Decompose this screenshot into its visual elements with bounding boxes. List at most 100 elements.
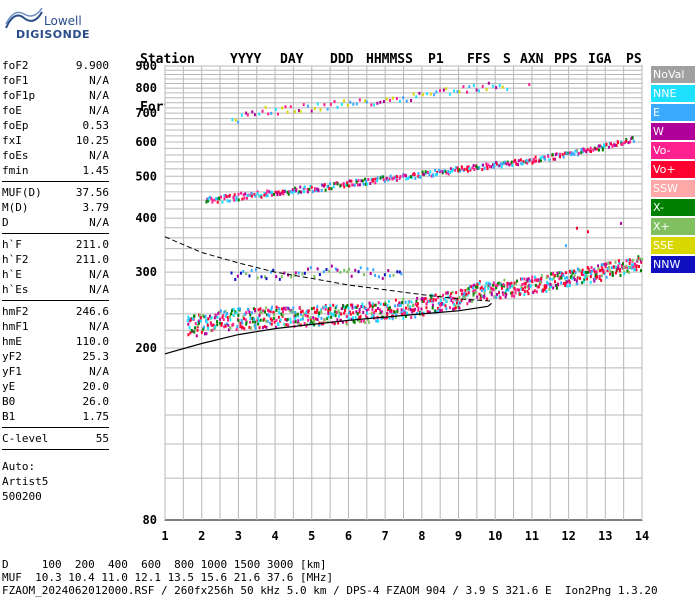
echo-point (573, 269, 576, 273)
echo-point (605, 142, 608, 146)
echo-point (287, 323, 290, 327)
echo-point (279, 318, 282, 322)
echo-point (505, 292, 508, 296)
param-name: B0 (2, 395, 16, 408)
echo-point (560, 281, 563, 285)
echo-point (634, 262, 637, 266)
echo-point (348, 179, 351, 183)
echo-point (321, 183, 324, 187)
echo-point (262, 309, 265, 313)
echo-point (476, 295, 479, 299)
echo-point (230, 271, 233, 275)
echo-point (580, 151, 583, 155)
echo-point (583, 277, 586, 281)
echo-point (539, 156, 542, 160)
echo-point (337, 321, 340, 325)
echo-point (489, 286, 492, 290)
echo-point (616, 141, 619, 145)
param-value: 26.0 (82, 395, 110, 408)
echo-point (386, 312, 389, 316)
echo-point (313, 188, 316, 192)
echo-point (372, 268, 375, 272)
echo-point (266, 189, 269, 193)
param-row: foE N/A (2, 103, 109, 118)
echo-point (320, 310, 323, 314)
echo-point (485, 297, 488, 301)
echo-point (423, 297, 426, 301)
echo-point (511, 291, 514, 295)
echo-point (506, 161, 509, 165)
echo-point (343, 268, 346, 272)
echo-point (488, 165, 491, 169)
echo-point (299, 310, 302, 314)
param-row: fxI 10.25 (2, 133, 109, 148)
echo-point (371, 308, 374, 312)
echo-point (498, 84, 501, 88)
param-row: hmF2 246.6 (2, 304, 109, 319)
echo-point (374, 181, 377, 185)
header-label-9: PPS (554, 52, 578, 67)
echo-point (213, 198, 216, 202)
echo-point (371, 179, 374, 183)
echo-point (572, 152, 575, 156)
echo-point (515, 162, 518, 166)
x-tick-label: 3 (235, 529, 242, 543)
echo-point (620, 140, 623, 144)
echo-point (543, 155, 546, 159)
echo-point (460, 165, 463, 169)
echo-point (244, 312, 247, 316)
echo-point (412, 92, 415, 96)
echo-point (232, 313, 235, 317)
echo-point (508, 282, 511, 286)
echo-point (580, 272, 583, 276)
echo-point (442, 302, 445, 306)
echo-point (193, 314, 196, 318)
echo-point (376, 306, 379, 310)
echo-point (568, 279, 571, 283)
header-label-5: P1 (428, 52, 444, 67)
echo-point (388, 306, 391, 310)
auto-scaling-line: 500200 (2, 490, 42, 503)
echo-point (448, 306, 451, 310)
echo-point (340, 307, 343, 311)
echo-point (335, 304, 338, 308)
echo-point (534, 283, 537, 287)
echo-point (526, 277, 529, 281)
echo-point (552, 286, 555, 290)
echo-point (365, 314, 368, 318)
echo-point (188, 317, 191, 321)
echo-point (310, 109, 313, 113)
param-name: foEp (2, 119, 29, 132)
param-row: h`Es N/A (2, 282, 109, 297)
echo-point (431, 303, 434, 307)
echo-point (385, 176, 388, 180)
echo-point (308, 322, 311, 326)
param-name: M(D) (2, 201, 29, 214)
echo-point (428, 299, 431, 303)
echo-point (366, 311, 369, 315)
profile-dashed-curve (164, 236, 492, 302)
echo-point (248, 310, 251, 314)
echo-point (534, 275, 537, 279)
param-row: h`F 211.0 (2, 237, 109, 252)
echo-point (486, 284, 489, 288)
echo-point (375, 309, 378, 313)
echo-point (196, 328, 199, 332)
echo-point (392, 273, 395, 277)
echo-point (426, 92, 429, 96)
echo-point (364, 99, 367, 103)
param-value: 3.79 (82, 201, 110, 214)
echo-point (434, 173, 437, 177)
echo-point (189, 331, 192, 335)
echo-point (597, 144, 600, 148)
echo-point (598, 269, 601, 273)
echo-point (537, 285, 540, 289)
echo-point (559, 271, 562, 275)
echo-point (472, 289, 475, 293)
echo-point (564, 279, 567, 283)
echo-point (258, 326, 261, 330)
echo-point (578, 269, 581, 273)
echo-point (294, 271, 297, 275)
echo-point (277, 190, 280, 194)
echo-point (426, 310, 429, 314)
